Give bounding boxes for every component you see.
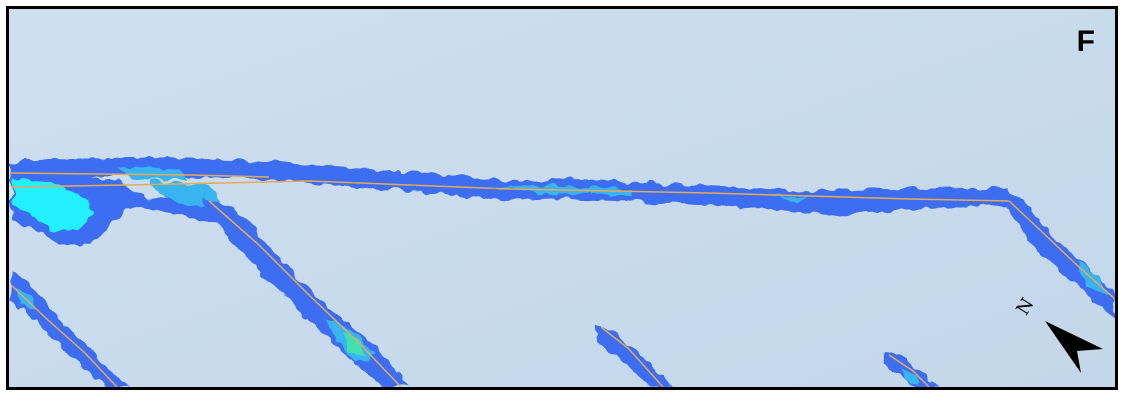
- route-line-small-center: [600, 326, 664, 387]
- route-line-top-upper: [10, 172, 270, 178]
- track-top: [11, 157, 1014, 215]
- cluster-left: [11, 169, 239, 245]
- route-line-diagonal-left: [10, 284, 118, 387]
- route-line-top: [10, 180, 1010, 202]
- track-small-right-mid: [901, 369, 917, 385]
- route-line-small-right: [888, 354, 930, 387]
- track-diagonal-center-peak: [343, 331, 365, 355]
- map-panel: F N: [6, 6, 1118, 390]
- track-diagonal-left-low: [11, 271, 129, 387]
- route-lines: [10, 172, 1115, 387]
- density-map: [9, 9, 1115, 387]
- route-line-diagonal-center: [208, 200, 402, 387]
- north-arrow-icon: [1045, 321, 1103, 373]
- route-line-diagonal-right: [1008, 200, 1115, 300]
- track-small-center-low: [597, 327, 673, 387]
- panel-label: F: [1076, 25, 1095, 58]
- cluster-left-high: [13, 179, 95, 231]
- track-top-low: [11, 157, 1014, 215]
- track-small-center: [597, 327, 673, 387]
- track-diagonal-right-low: [1005, 193, 1115, 319]
- cluster-left-mid: [149, 181, 221, 205]
